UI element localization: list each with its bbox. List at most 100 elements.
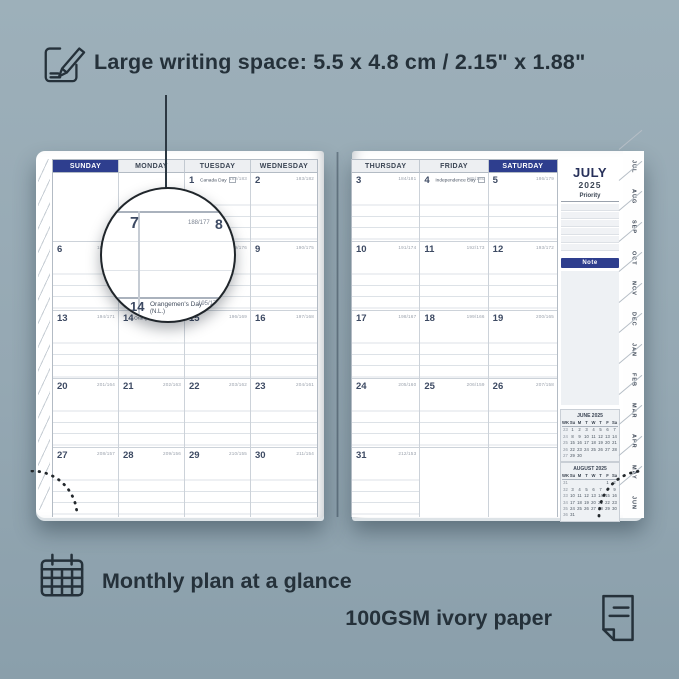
spine-gutter (336, 152, 339, 517)
mini-calendar-weekday: T (583, 473, 590, 481)
mini-calendar-day: 9 (578, 433, 581, 439)
mini-calendar-day: 34 (563, 499, 568, 505)
weekday-header: MONDAY (119, 160, 185, 173)
right-day-cells: 3 184/181 4 185/180 Independence Day 5 186/179… (352, 173, 557, 517)
mini-calendar-day: 3 (585, 427, 588, 433)
priority-row (561, 204, 619, 212)
mini-calendar-day: 26 (563, 446, 568, 452)
mini-calendar-title: JUNE 2025 (577, 412, 603, 419)
day-cell: 18 199/166 (420, 310, 489, 380)
day-number: 20 (57, 381, 68, 393)
day-number: 26 (492, 381, 504, 393)
day-cell: 26 207/158 (488, 379, 557, 449)
writing-lines (185, 469, 250, 517)
writing-lines (352, 262, 420, 310)
mini-calendar-day: 25 (563, 440, 568, 446)
mini-calendar-day: 27 (563, 453, 568, 459)
left-month-grid: SUNDAY MONDAY TUESDAY WEDNESDAY 1 182/183 Can… (52, 159, 318, 517)
day-number: 27 (57, 450, 68, 462)
day-cell: 23 204/161 (251, 379, 317, 449)
mini-calendar-weekday: W (590, 473, 597, 481)
mini-calendar-day: 14 (598, 493, 603, 499)
mini-calendar-day: 11 (591, 433, 596, 439)
sidebar-month-title: JULY (572, 165, 608, 180)
writing-lines (185, 400, 250, 448)
day-of-year-counter: 200/165 (535, 313, 554, 319)
day-number: 2 (255, 175, 261, 186)
day-number: 31 (356, 450, 367, 462)
magnified-holiday-label: Orangemen's Day (150, 301, 203, 308)
mini-calendar-day: 5 (599, 427, 602, 433)
day-number: 6 (57, 243, 63, 255)
day-of-year-counter: 182/183 (228, 176, 247, 181)
day-number: 5 (492, 175, 498, 186)
weekday-header: FRIDAY (420, 160, 489, 173)
mini-calendar-weekday: WK (562, 473, 569, 481)
mini-calendar-day: 5 (585, 486, 588, 492)
mini-calendar-day: 22 (570, 446, 575, 452)
writing-lines (352, 400, 420, 448)
mini-calendar-day: 24 (563, 433, 568, 439)
day-number: 29 (189, 450, 200, 462)
mini-calendar-august: AUGUST 2025 WK Su M T W T F Sa 31 1 2 32 3 4 5 6 7 8 9 33 10 1… (560, 462, 620, 522)
day-cell: 5 186/179 (488, 173, 557, 242)
day-cell: 4 185/180 Independence Day (420, 173, 489, 242)
day-of-year-counter: 206/159 (466, 382, 485, 388)
mini-calendar-day: 35 (563, 506, 568, 512)
mini-calendar-day: 7 (599, 486, 602, 492)
day-number: 16 (255, 312, 266, 324)
magnified-day-number: 7 (130, 215, 139, 232)
priority-row (561, 212, 619, 220)
calendar-grid-icon (38, 552, 86, 600)
planner-left-page: SUNDAY MONDAY TUESDAY WEDNESDAY 1 182/183 Can… (36, 151, 324, 518)
day-cell: 28 209/156 (119, 448, 185, 517)
magnified-holiday-region: (N.L.) (150, 309, 165, 315)
writing-lines (420, 194, 488, 241)
flag-icon (477, 177, 485, 183)
month-tab-label: JUN (630, 495, 637, 510)
magnified-day-number: 14 (130, 299, 145, 314)
writing-lines (352, 469, 420, 517)
mini-calendar-weekday: T (597, 473, 604, 481)
mini-calendar-day: 31 (570, 512, 575, 518)
left-weekday-headers: SUNDAY MONDAY TUESDAY WEDNESDAY (53, 160, 317, 173)
day-cell: 29 210/155 (185, 448, 251, 517)
mini-calendar-day: 15 (605, 493, 610, 499)
day-cell: 21 202/163 (119, 379, 185, 449)
day-of-year-counter: 190/175 (295, 244, 314, 250)
day-cell: 22 203/162 (185, 379, 251, 449)
day-cell: 25 206/159 (420, 379, 489, 449)
day-of-year-counter: 205/160 (398, 382, 417, 388)
day-cell (420, 448, 489, 517)
mini-calendar-day: 13 (605, 433, 610, 439)
writing-lines (251, 331, 317, 379)
magnified-writing-line (102, 270, 234, 271)
sidebar-year: 2025 (578, 180, 602, 190)
mini-calendar-day: 20 (605, 440, 610, 446)
magnified-column-border (138, 211, 140, 321)
mini-calendar-weekday: T (597, 420, 604, 428)
holiday-label: Independence Day (435, 177, 485, 183)
day-of-year-counter: 208/157 (96, 451, 115, 457)
day-number: 9 (255, 243, 261, 255)
feature-text-writing-space: Large writing space: 5.5 x 4.8 cm / 2.15… (94, 50, 586, 74)
mini-calendar-day: 19 (598, 440, 603, 446)
mini-calendar-title: AUGUST 2025 (573, 465, 607, 472)
day-cell: 15 196/169 (185, 310, 251, 380)
corner-stitch-right (597, 470, 646, 518)
priority-label: Priority (561, 193, 619, 202)
priority-row (561, 244, 619, 252)
mini-calendar-day: 22 (605, 499, 610, 505)
weekday-header: SUNDAY (53, 160, 119, 173)
writing-lines (352, 194, 420, 241)
mini-calendar-day (576, 512, 583, 518)
mini-calendar-day: 21 (612, 440, 617, 446)
mini-calendar-day: 2 (578, 427, 581, 433)
writing-lines (185, 331, 250, 379)
magnified-day-counter: 195/170 (198, 301, 220, 307)
day-number: 13 (57, 312, 68, 324)
mini-calendar-day: 14 (612, 433, 617, 439)
day-of-year-counter: 209/156 (162, 451, 181, 457)
weekday-header: TUESDAY (185, 160, 251, 173)
